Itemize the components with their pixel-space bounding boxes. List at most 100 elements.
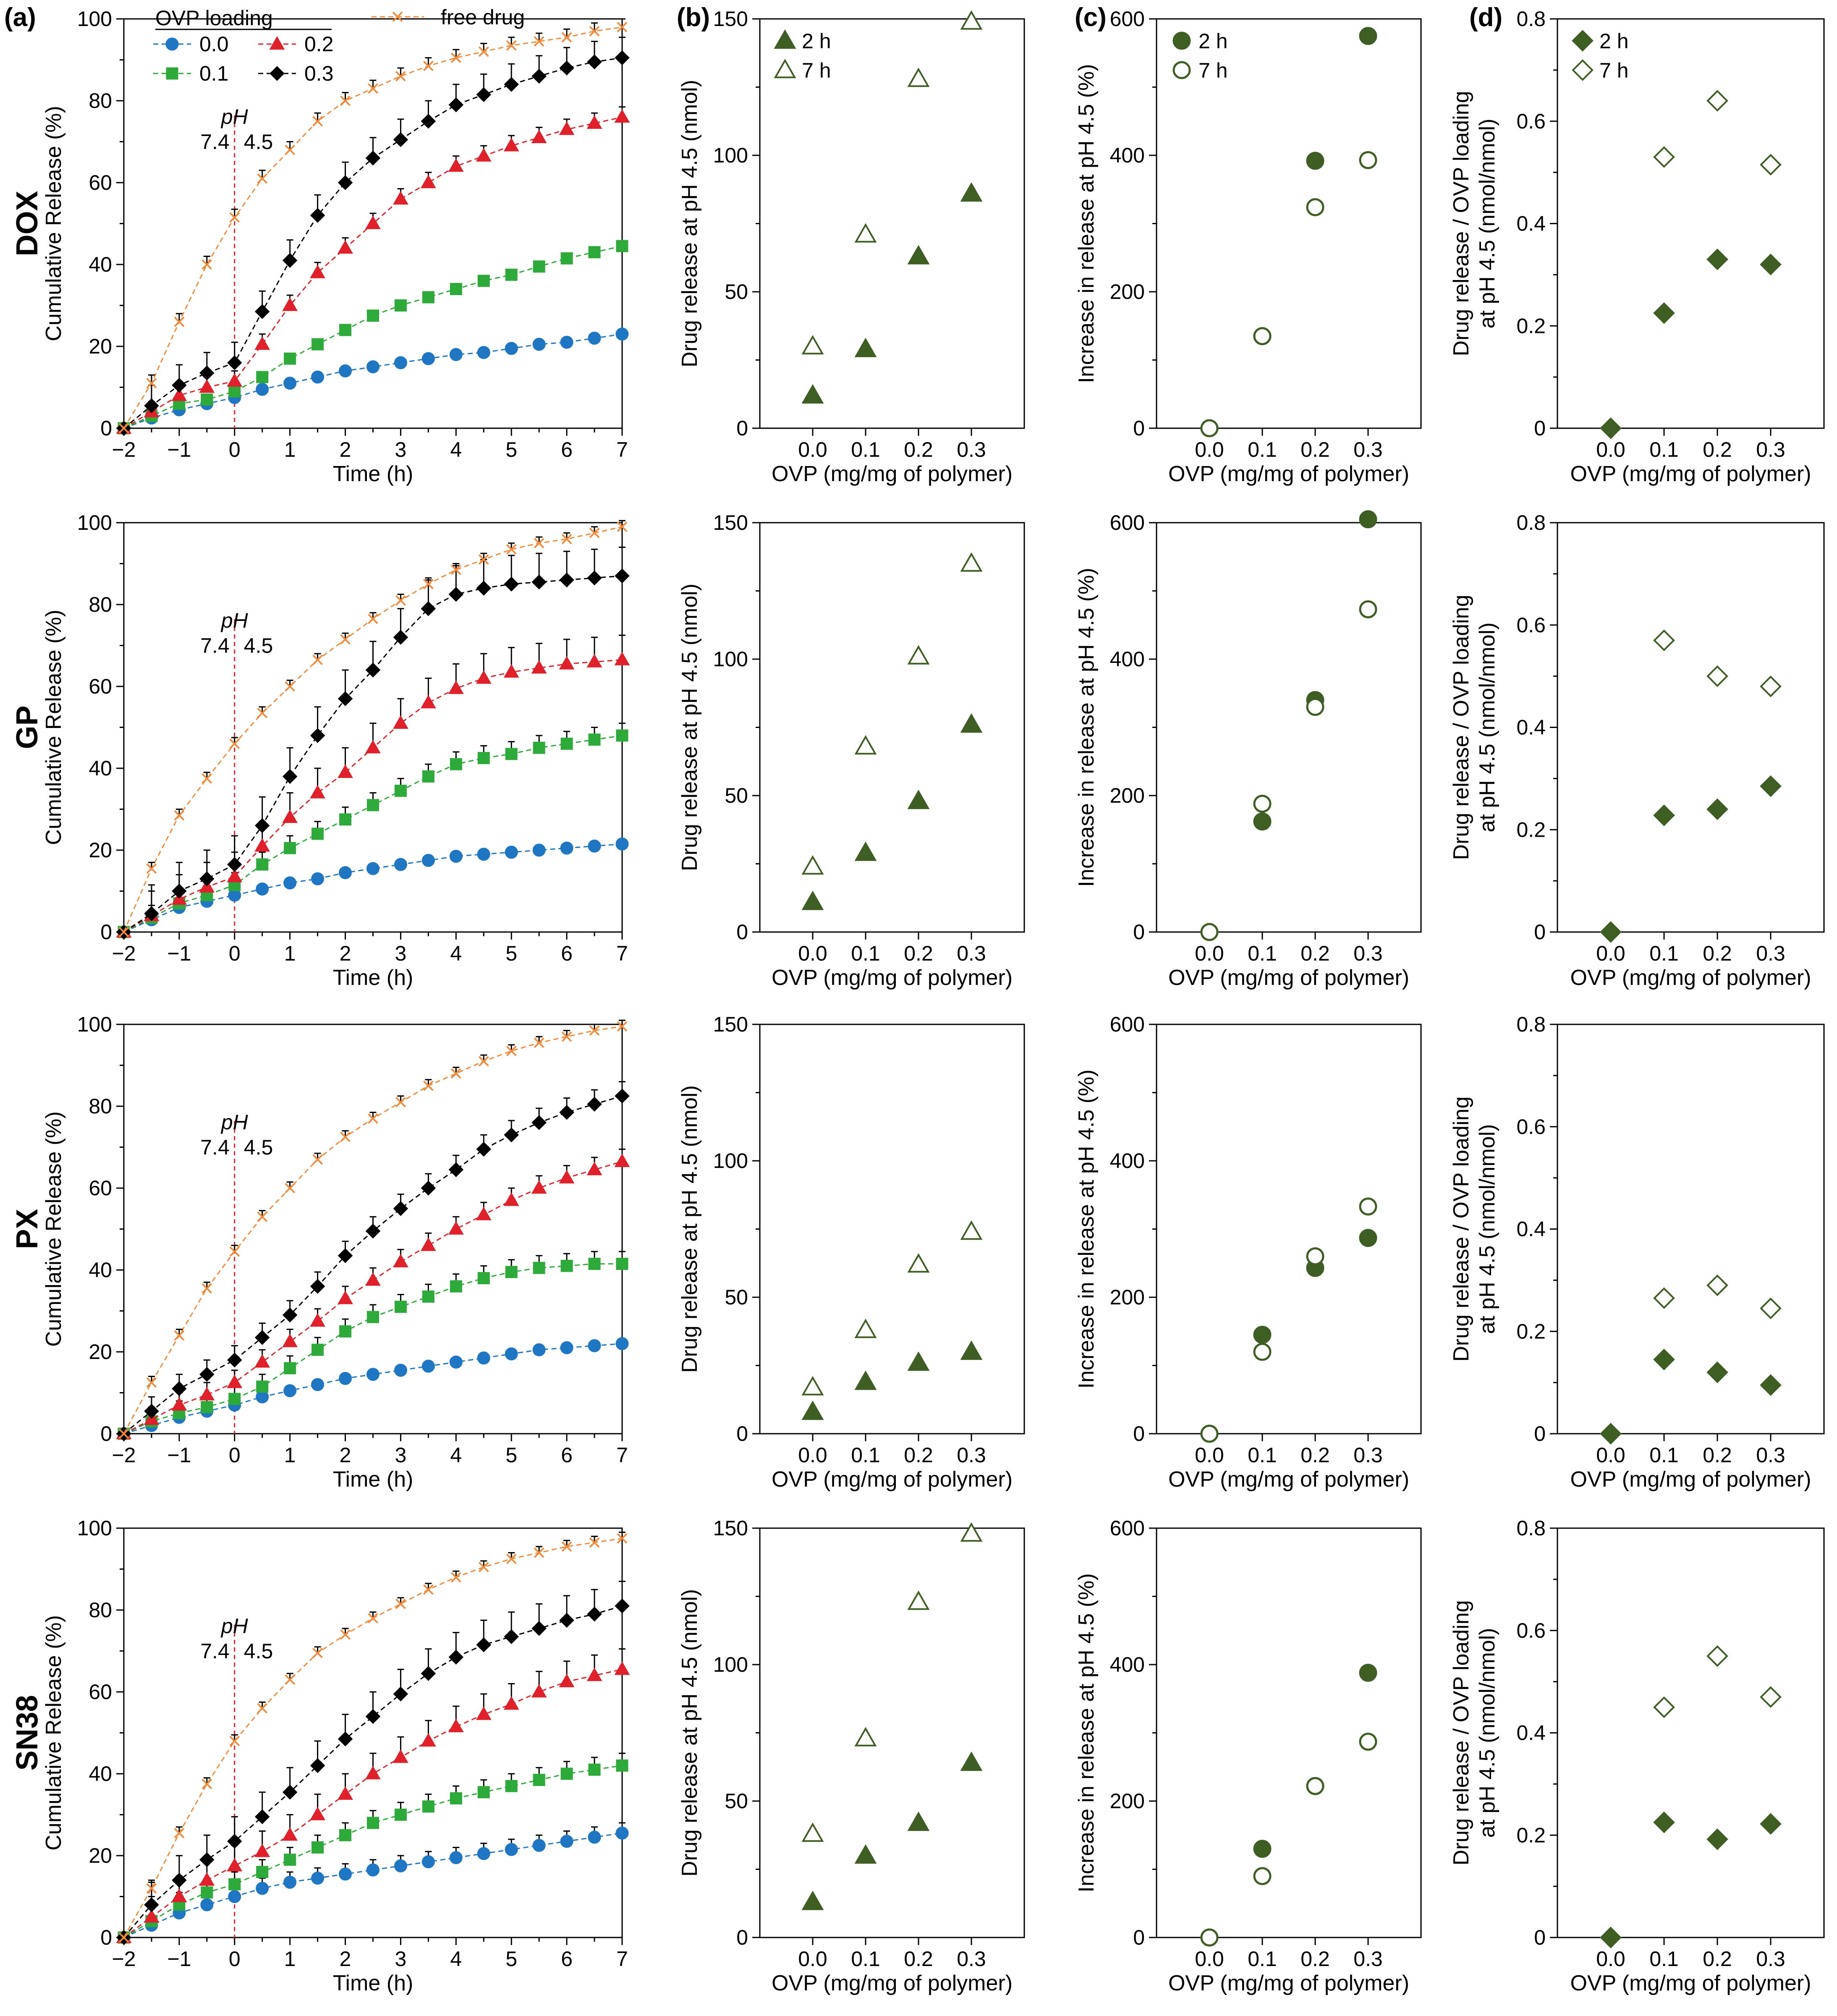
- y-axis-label: Cumulative Release (%): [42, 1615, 66, 1851]
- series-line: [123, 1832, 623, 1938]
- data-point: [450, 1280, 462, 1293]
- data-point: [422, 1290, 434, 1303]
- data-point: [450, 52, 461, 63]
- data-point: [532, 338, 546, 351]
- data-point: [448, 680, 464, 694]
- data-point-stroke-2: [561, 32, 572, 43]
- x-tick-label: 0.2: [1301, 942, 1330, 965]
- panel-tags: (a) (b) (c) (d): [4, 3, 1502, 32]
- data-point-stroke-2: [589, 527, 600, 538]
- data-point-stroke-2: [450, 1572, 461, 1583]
- x-tick-label: 0: [229, 1443, 241, 1467]
- data-point: [854, 735, 877, 755]
- data-point: [1706, 1645, 1728, 1667]
- data-point: [615, 837, 629, 851]
- data-point-stroke-2: [340, 1629, 351, 1640]
- x-tick-label: 0.1: [851, 1443, 880, 1467]
- x-axis-label: OVP (mg/mg of polymer): [772, 966, 1013, 990]
- series-7-h: [801, 1220, 983, 1395]
- data-point: [588, 733, 601, 746]
- data-point: [227, 857, 242, 872]
- y-axis-label: Drug release at pH 4.5 (nmol): [678, 584, 702, 871]
- panel-d-row-dox: 0.0 0.1 0.2 0.3 0 0.2 0.4 0.6 0.8 OVP (mg/mg of p…: [1449, 7, 1825, 486]
- data-point: [339, 866, 352, 880]
- series-0.1: [118, 1251, 628, 1440]
- x-tick-label: 0.3: [1756, 1443, 1785, 1467]
- y-axis-label: Drug release / OVP loading: [1449, 594, 1473, 860]
- data-point: [421, 113, 436, 129]
- x-tick-label: 0.1: [1649, 1443, 1679, 1467]
- data-point: [393, 715, 408, 729]
- data-point: [588, 839, 601, 853]
- series-2-h: [1600, 248, 1782, 439]
- x-tick-label: 0.1: [851, 438, 880, 461]
- data-point: [504, 77, 519, 92]
- data-point: [393, 132, 408, 147]
- data-point: [588, 1339, 601, 1352]
- axes-a-2: −2 −1 0 1 2 3 4 5 6 7 0 20 40 60 80 100 Time (h) Cumulati…: [42, 1013, 628, 1492]
- panel-a-row-sn38: −2 −1 0 1 2 3 4 5 6 7 0 20 40 60 80 100 Time (h) Cumulati…: [42, 1516, 630, 1995]
- x-tick-label: 0.3: [957, 438, 986, 461]
- data-point: [1760, 1813, 1782, 1835]
- data-point: [118, 1428, 129, 1439]
- y-tick-label: 50: [725, 280, 748, 304]
- data-point: [477, 1272, 490, 1284]
- x-axis-label: OVP (mg/mg of polymer): [1570, 966, 1811, 990]
- data-point: [228, 1393, 241, 1405]
- data-point: [560, 1259, 573, 1272]
- data-point: [228, 1878, 241, 1890]
- data-point: [531, 1621, 547, 1636]
- data-point: [227, 373, 243, 387]
- y-axis-label: Cumulative Release (%): [42, 1111, 66, 1347]
- panel-tag-d: (d): [1469, 3, 1502, 32]
- data-point: [394, 1859, 407, 1872]
- data-point-stroke-2: [368, 83, 378, 94]
- x-tick-label: 0.3: [957, 1947, 986, 1971]
- data-point: [310, 264, 326, 278]
- y-tick-label: 0.8: [1516, 511, 1546, 534]
- y-tick-label: 0.4: [1516, 212, 1546, 236]
- data-point: [586, 1162, 602, 1176]
- data-point-stroke-2: [506, 40, 517, 51]
- legend-marker: [165, 37, 179, 51]
- data-point: [560, 335, 573, 349]
- data-point: [283, 1384, 297, 1398]
- data-point: [172, 377, 187, 393]
- y-tick-label: 20: [89, 838, 112, 862]
- series-0.2: [116, 106, 630, 434]
- y-tick-label: 400: [1110, 1149, 1145, 1173]
- data-point: [1706, 1828, 1728, 1850]
- series-line: [123, 575, 623, 933]
- y-tick-label: 0.4: [1516, 1217, 1546, 1241]
- data-point: [285, 1674, 296, 1685]
- data-point: [1359, 151, 1377, 169]
- legend-label-7h: 7 h: [1198, 59, 1228, 82]
- legend-label-2h: 2 h: [802, 29, 831, 53]
- y-tick-label: 20: [89, 335, 112, 358]
- data-point: [201, 773, 212, 784]
- data-point: [228, 385, 241, 398]
- series-2-h: [1200, 510, 1377, 941]
- data-point: [172, 1381, 187, 1396]
- data-point: [586, 1668, 602, 1681]
- data-point: [531, 68, 547, 84]
- data-point: [367, 309, 379, 322]
- data-point: [477, 1351, 490, 1365]
- data-point: [340, 1629, 351, 1640]
- data-point: [1760, 1686, 1782, 1708]
- data-point-stroke-2: [257, 173, 268, 184]
- data-point: [616, 240, 628, 252]
- data-point: [615, 1826, 629, 1840]
- data-point: [532, 1343, 546, 1356]
- x-tick-label: 0.2: [1703, 942, 1732, 965]
- data-point: [228, 1890, 241, 1903]
- y-tick-label: 0: [1534, 1926, 1546, 1949]
- legend-label: 0.1: [199, 62, 229, 85]
- data-point: [477, 346, 490, 359]
- data-point-stroke-2: [506, 1553, 517, 1564]
- data-point-stroke-2: [257, 1703, 268, 1714]
- data-point: [561, 1031, 572, 1042]
- data-point: [614, 652, 630, 665]
- y-tick-label: 50: [725, 1286, 748, 1309]
